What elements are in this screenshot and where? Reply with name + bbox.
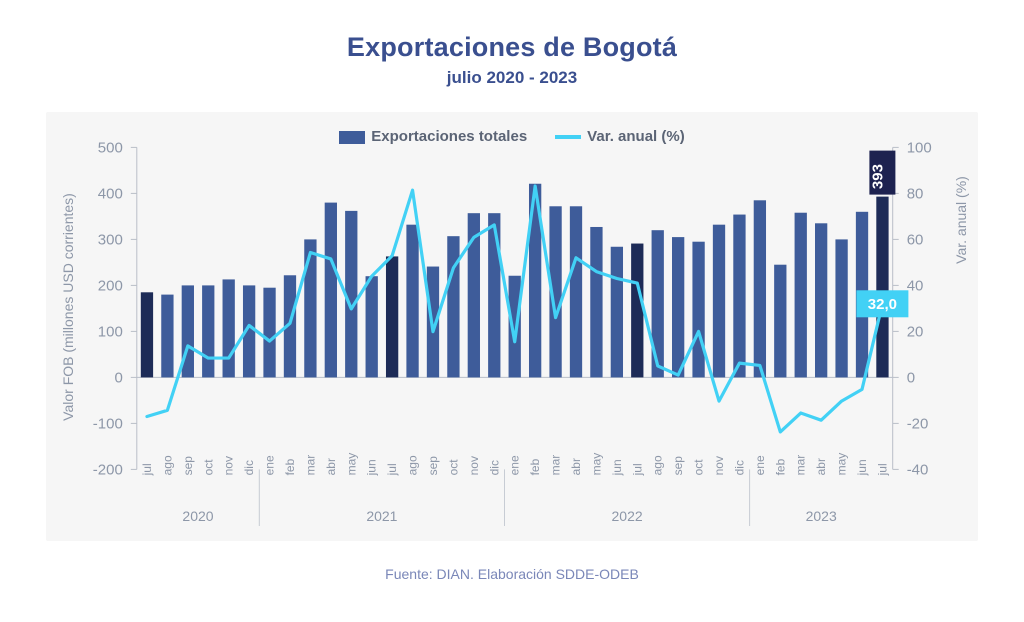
svg-text:-100: -100 — [93, 415, 123, 432]
svg-text:60: 60 — [907, 231, 924, 248]
svg-text:may: may — [589, 453, 603, 476]
svg-text:nov: nov — [222, 456, 236, 475]
svg-text:abr: abr — [324, 458, 338, 475]
svg-text:jul: jul — [630, 463, 644, 476]
svg-text:jul: jul — [140, 463, 154, 476]
svg-text:20: 20 — [907, 323, 924, 340]
svg-text:32,0: 32,0 — [868, 296, 897, 313]
svg-text:100: 100 — [98, 323, 123, 340]
svg-text:oct: oct — [692, 459, 706, 476]
svg-text:jul: jul — [875, 463, 889, 476]
svg-text:oct: oct — [201, 459, 215, 476]
svg-text:dic: dic — [732, 460, 746, 475]
svg-text:2023: 2023 — [806, 508, 837, 524]
svg-text:40: 40 — [907, 277, 924, 294]
svg-text:jun: jun — [855, 459, 869, 476]
svg-text:ago: ago — [160, 455, 174, 475]
svg-text:300: 300 — [98, 231, 123, 248]
svg-text:0: 0 — [907, 369, 915, 386]
svg-text:abr: abr — [814, 458, 828, 475]
svg-text:sep: sep — [426, 456, 440, 476]
svg-text:ago: ago — [651, 455, 665, 475]
svg-text:ene: ene — [263, 455, 277, 475]
svg-text:2021: 2021 — [366, 508, 397, 524]
svg-text:80: 80 — [907, 185, 924, 202]
svg-text:nov: nov — [467, 456, 481, 475]
svg-text:-40: -40 — [907, 461, 929, 478]
svg-text:dic: dic — [487, 460, 501, 475]
svg-text:2022: 2022 — [612, 508, 643, 524]
svg-text:sep: sep — [671, 456, 685, 476]
svg-text:feb: feb — [528, 458, 542, 475]
svg-text:-200: -200 — [93, 461, 123, 478]
svg-text:may: may — [344, 453, 358, 476]
svg-text:feb: feb — [773, 458, 787, 475]
svg-text:0: 0 — [114, 369, 122, 386]
svg-text:oct: oct — [446, 459, 460, 476]
svg-text:ago: ago — [406, 455, 420, 475]
svg-text:393: 393 — [869, 164, 886, 189]
svg-text:nov: nov — [712, 456, 726, 475]
svg-text:ene: ene — [753, 455, 767, 475]
svg-text:400: 400 — [98, 185, 123, 202]
svg-text:feb: feb — [283, 458, 297, 475]
svg-text:mar: mar — [794, 455, 808, 476]
svg-text:sep: sep — [181, 456, 195, 476]
svg-text:jun: jun — [365, 459, 379, 476]
svg-text:jul: jul — [385, 463, 399, 476]
svg-text:may: may — [835, 453, 849, 476]
svg-text:2020: 2020 — [182, 508, 213, 524]
svg-text:ene: ene — [508, 455, 522, 475]
svg-text:abr: abr — [569, 458, 583, 475]
svg-text:dic: dic — [242, 460, 256, 475]
svg-text:200: 200 — [98, 277, 123, 294]
svg-text:mar: mar — [303, 455, 317, 476]
svg-text:mar: mar — [549, 455, 563, 476]
svg-text:jun: jun — [610, 459, 624, 476]
svg-text:-20: -20 — [907, 415, 929, 432]
